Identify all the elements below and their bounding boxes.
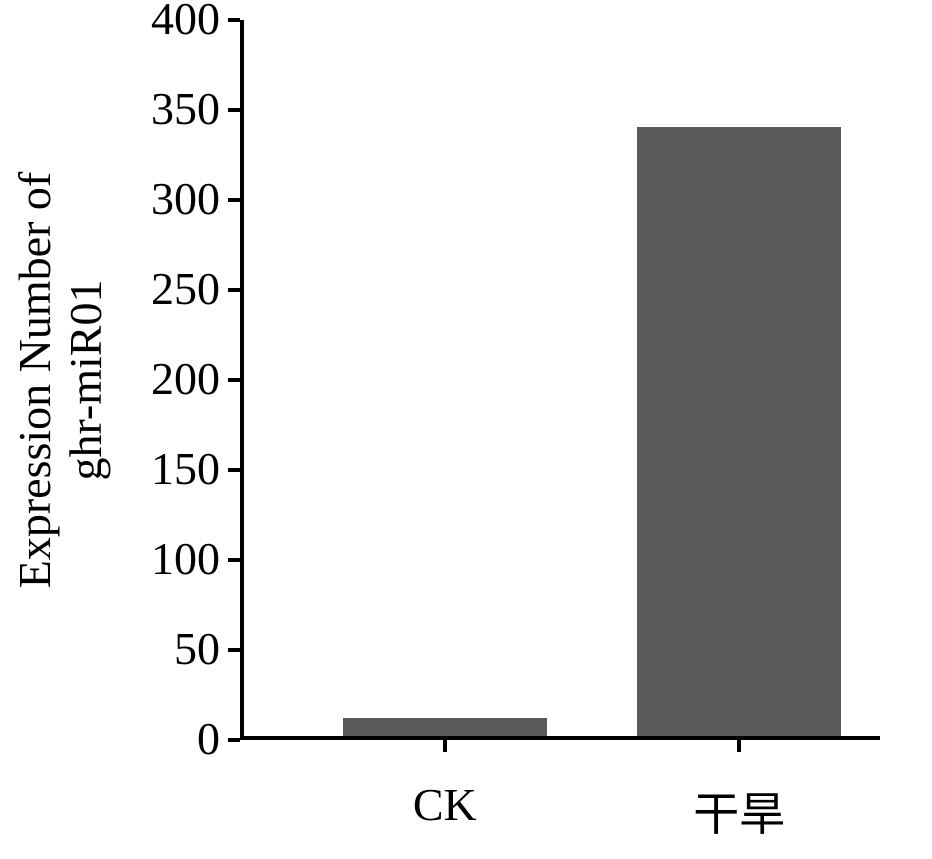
y-tick [228,108,240,112]
y-tick [228,738,240,742]
y-tick-label: 400 [100,0,220,45]
y-tick [228,18,240,22]
x-tick [443,740,447,752]
x-category-label: CK [295,778,595,831]
bar-chart: Expression Number of ghr-miR01 050100150… [0,0,932,859]
y-tick [228,558,240,562]
y-tick [228,198,240,202]
y-tick-label: 100 [100,532,220,585]
y-tick [228,288,240,292]
y-tick [228,378,240,382]
y-tick-label: 0 [100,712,220,765]
y-tick-label: 150 [100,442,220,495]
y-tick-label: 200 [100,352,220,405]
bar [343,718,547,736]
y-tick-label: 250 [100,262,220,315]
y-tick [228,648,240,652]
y-axis-title: Expression Number of ghr-miR01 [10,80,110,680]
y-tick-label: 350 [100,82,220,135]
x-category-label: 干旱 [589,778,889,844]
x-axis-line [240,736,880,740]
y-axis-line [240,20,244,740]
y-tick [228,468,240,472]
bar [637,127,841,736]
x-tick [737,740,741,752]
plot-area: 050100150200250300350400CK干旱 [240,20,880,740]
y-tick-label: 50 [100,622,220,675]
y-tick-label: 300 [100,172,220,225]
